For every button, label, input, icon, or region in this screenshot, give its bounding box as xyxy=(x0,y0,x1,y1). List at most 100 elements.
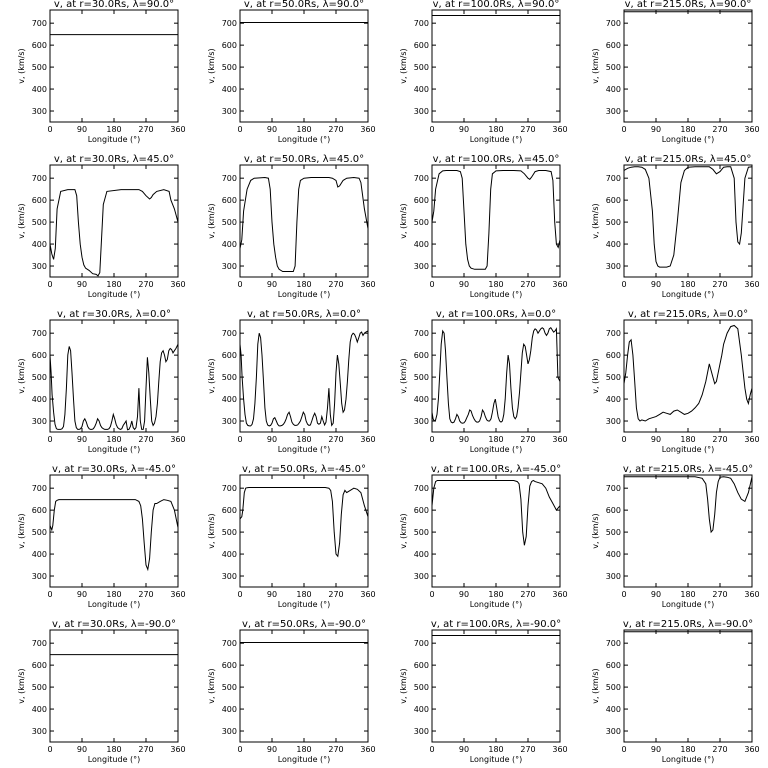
x-tick-label: 180 xyxy=(488,280,503,289)
y-tick-label: 600 xyxy=(222,661,237,670)
y-axis-label: v, (km/s) xyxy=(207,203,216,238)
y-tick-label: 300 xyxy=(222,727,237,736)
y-tick-label: 300 xyxy=(606,727,621,736)
y-tick-label: 500 xyxy=(414,63,429,72)
x-tick-label: 0 xyxy=(621,125,626,134)
y-tick-label: 500 xyxy=(32,218,47,227)
x-tick-label: 90 xyxy=(267,280,277,289)
y-tick-label: 600 xyxy=(414,196,429,205)
x-tick-label: 180 xyxy=(106,125,121,134)
plot-frame xyxy=(431,164,561,278)
y-tick-label: 500 xyxy=(222,528,237,537)
x-tick-label: 270 xyxy=(138,125,153,134)
y-tick-label: 600 xyxy=(32,351,47,360)
x-tick-label: 0 xyxy=(429,590,434,599)
x-tick-label: 0 xyxy=(429,435,434,444)
panel-title: v, at r=100.0Rs, λ=45.0° xyxy=(433,154,560,165)
x-axis-label: Longitude (°) xyxy=(88,290,141,299)
y-tick-label: 300 xyxy=(32,107,47,116)
x-tick-label: 360 xyxy=(360,435,375,444)
x-tick-label: 90 xyxy=(651,745,661,754)
x-tick-label: 180 xyxy=(680,435,695,444)
x-tick-label: 270 xyxy=(712,125,727,134)
x-tick-label: 0 xyxy=(237,435,242,444)
panel-title: v, at r=100.0Rs, λ=-90.0° xyxy=(431,619,561,630)
x-tick-label: 180 xyxy=(488,745,503,754)
y-axis-label: v, (km/s) xyxy=(17,668,26,703)
x-tick-label: 0 xyxy=(237,590,242,599)
panel-12: v, at r=30.0Rs, λ=-45.0° 0 90 180 270 360 300 4… xyxy=(17,464,186,609)
panel-title: v, at r=50.0Rs, λ=90.0° xyxy=(244,0,364,10)
series-line xyxy=(239,176,369,272)
plot-frame xyxy=(431,319,561,433)
y-tick-label: 400 xyxy=(32,550,47,559)
x-tick-label: 0 xyxy=(621,435,626,444)
x-tick-label: 360 xyxy=(744,590,759,599)
x-tick-label: 270 xyxy=(328,435,343,444)
y-axis-label: v, (km/s) xyxy=(399,203,408,238)
y-tick-label: 300 xyxy=(414,107,429,116)
plot-frame xyxy=(49,9,179,123)
y-tick-label: 500 xyxy=(32,63,47,72)
x-tick-label: 180 xyxy=(488,125,503,134)
y-axis-label: v, (km/s) xyxy=(591,668,600,703)
y-tick-label: 300 xyxy=(32,262,47,271)
x-tick-label: 0 xyxy=(237,745,242,754)
y-tick-label: 400 xyxy=(414,85,429,94)
x-axis-label: Longitude (°) xyxy=(470,600,523,609)
x-tick-label: 90 xyxy=(267,745,277,754)
x-tick-label: 360 xyxy=(552,590,567,599)
y-tick-label: 700 xyxy=(414,174,429,183)
x-tick-label: 360 xyxy=(360,590,375,599)
y-tick-label: 400 xyxy=(606,705,621,714)
x-tick-label: 270 xyxy=(520,745,535,754)
y-tick-label: 400 xyxy=(222,705,237,714)
x-tick-label: 0 xyxy=(47,590,52,599)
y-tick-label: 700 xyxy=(414,484,429,493)
y-tick-label: 300 xyxy=(222,417,237,426)
x-tick-label: 360 xyxy=(170,125,185,134)
y-tick-label: 500 xyxy=(414,528,429,537)
y-tick-label: 600 xyxy=(32,196,47,205)
panel-8: v, at r=30.0Rs, λ=0.0° 0 90 180 270 360 300 400… xyxy=(17,309,186,454)
x-tick-label: 270 xyxy=(138,590,153,599)
x-tick-label: 90 xyxy=(77,280,87,289)
plot-frame xyxy=(49,164,179,278)
y-axis-label: v, (km/s) xyxy=(399,48,408,83)
x-tick-label: 360 xyxy=(170,280,185,289)
y-tick-label: 600 xyxy=(414,41,429,50)
series-line xyxy=(431,170,561,270)
x-axis-label: Longitude (°) xyxy=(662,290,715,299)
y-tick-label: 400 xyxy=(414,240,429,249)
y-tick-label: 600 xyxy=(414,661,429,670)
y-axis-label: v, (km/s) xyxy=(399,668,408,703)
y-tick-label: 600 xyxy=(32,506,47,515)
y-axis-label: v, (km/s) xyxy=(399,358,408,393)
y-tick-label: 500 xyxy=(606,63,621,72)
y-tick-label: 500 xyxy=(606,218,621,227)
y-tick-label: 300 xyxy=(606,262,621,271)
x-tick-label: 180 xyxy=(296,590,311,599)
y-tick-label: 700 xyxy=(32,639,47,648)
x-tick-label: 270 xyxy=(138,435,153,444)
y-axis-label: v, (km/s) xyxy=(207,358,216,393)
x-tick-label: 0 xyxy=(429,280,434,289)
plot-frame xyxy=(623,164,753,278)
x-tick-label: 270 xyxy=(712,590,727,599)
y-axis-label: v, (km/s) xyxy=(17,513,26,548)
x-tick-label: 360 xyxy=(170,590,185,599)
panel-title: v, at r=215.0Rs, λ=-45.0° xyxy=(623,464,753,475)
x-tick-label: 270 xyxy=(520,125,535,134)
y-tick-label: 600 xyxy=(606,41,621,50)
panel-18: v, at r=100.0Rs, λ=-90.0° 0 90 180 270 360 300… xyxy=(399,619,568,764)
x-axis-label: Longitude (°) xyxy=(470,135,523,144)
series-line xyxy=(624,476,753,534)
plot-frame xyxy=(239,164,369,278)
x-tick-label: 90 xyxy=(267,125,277,134)
y-tick-label: 300 xyxy=(32,417,47,426)
x-axis-label: Longitude (°) xyxy=(278,445,331,454)
x-tick-label: 270 xyxy=(520,590,535,599)
x-tick-label: 180 xyxy=(106,745,121,754)
y-tick-label: 700 xyxy=(222,19,237,28)
x-tick-label: 180 xyxy=(296,435,311,444)
